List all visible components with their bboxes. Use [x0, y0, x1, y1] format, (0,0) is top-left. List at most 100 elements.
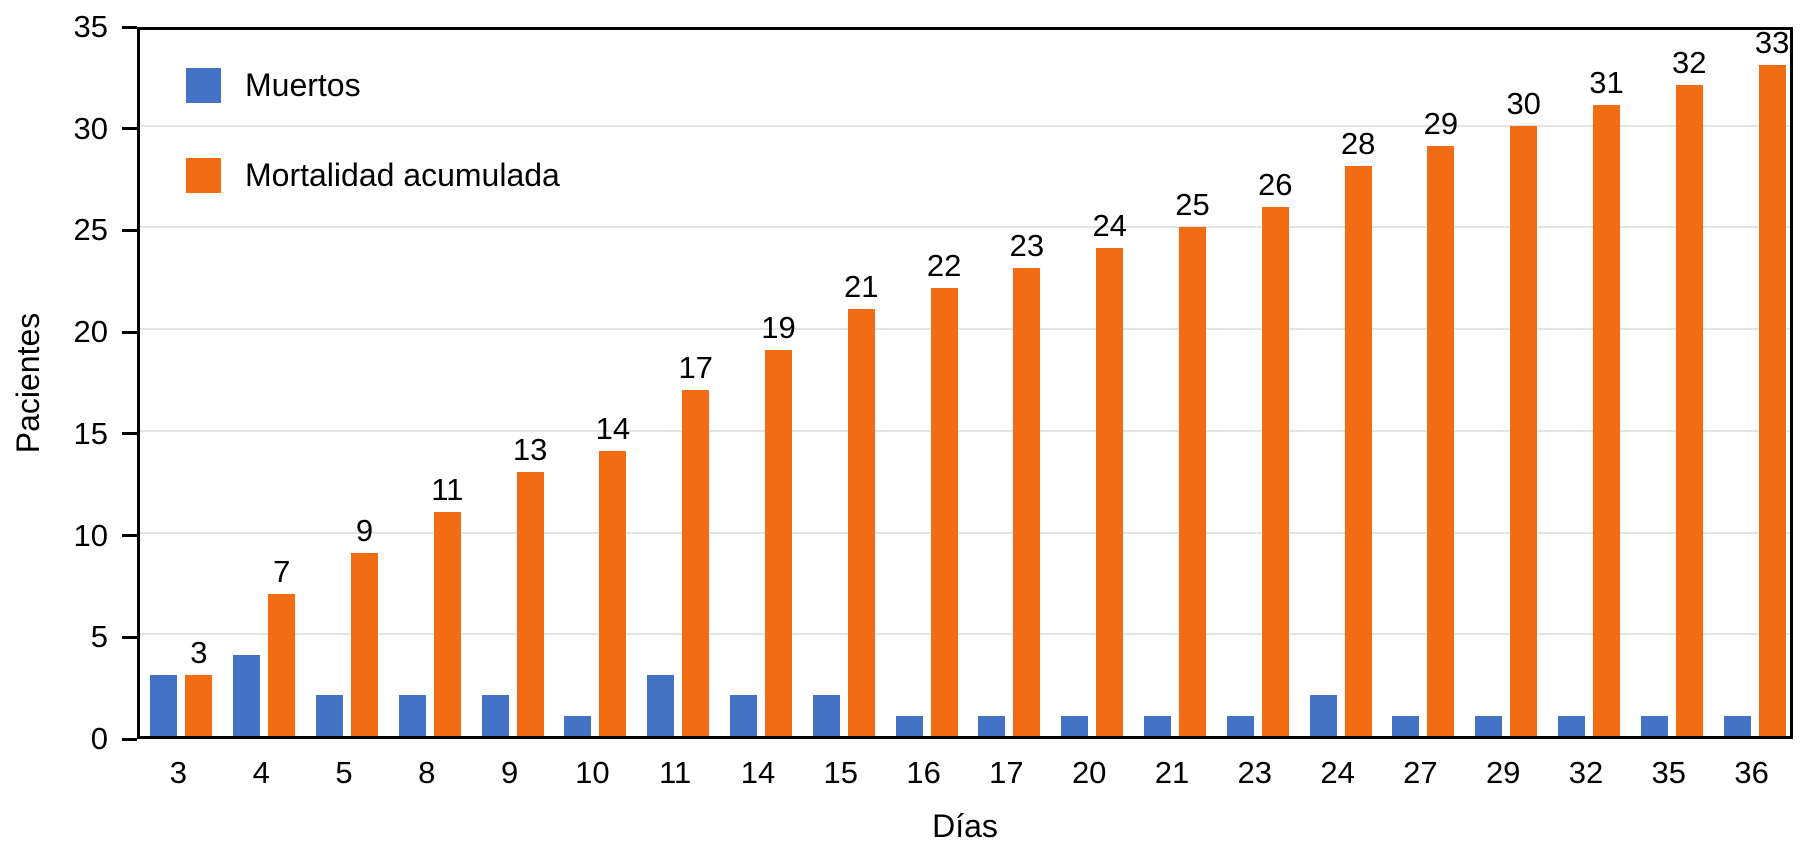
bar-acumulada-dia-27: [1427, 146, 1455, 736]
legend-label-muertos: Muertos: [245, 67, 361, 103]
x-tick-label-3: 3: [169, 755, 188, 790]
x-tick-label-10: 10: [575, 755, 610, 790]
bar-muertos-dia-32: [1558, 715, 1585, 736]
legend: Muertos Mortalidad acumulada: [186, 67, 560, 194]
bar-acumulada-dia-15: [847, 308, 875, 736]
bar-acumulada-dia-16: [930, 288, 958, 736]
bar-muertos-dia-15: [812, 695, 840, 736]
bar-value-label-dia-20: 24: [1092, 207, 1127, 243]
bar-muertos-dia-20: [1061, 715, 1089, 736]
bar-value-label-dia-29: 30: [1506, 85, 1541, 121]
gridline: [140, 226, 1790, 229]
x-tick-label-32: 32: [1568, 755, 1604, 790]
bar-value-label-dia-15: 21: [844, 268, 879, 304]
bar-value-label-dia-10: 14: [595, 411, 631, 447]
bar-value-label-dia-11: 17: [678, 350, 713, 386]
legend-item-mortalidad-acumulada: Mortalidad acumulada: [186, 157, 560, 194]
y-tick-label-0: 0: [90, 721, 108, 756]
bar-muertos-dia-10: [564, 715, 592, 736]
y-tick-mark: [122, 737, 137, 741]
bar-value-label-dia-8: 11: [431, 472, 464, 508]
legend-item-muertos: Muertos: [186, 67, 560, 104]
bar-value-label-dia-27: 29: [1423, 106, 1459, 142]
bar-value-label-dia-32: 31: [1589, 65, 1624, 101]
y-tick-label-10: 10: [73, 517, 108, 553]
bar-muertos-dia-17: [978, 715, 1006, 736]
x-tick-label-17: 17: [989, 755, 1024, 790]
bar-acumulada-dia-3: [185, 674, 213, 736]
bar-muertos-dia-4: [233, 654, 261, 736]
bar-muertos-dia-5: [316, 695, 343, 736]
bar-muertos-dia-16: [895, 715, 923, 736]
y-tick-label-30: 30: [73, 110, 108, 146]
x-tick-label-14: 14: [740, 755, 776, 790]
y-tick-label-15: 15: [73, 415, 108, 451]
bar-value-label-dia-3: 3: [190, 634, 208, 670]
y-tick-mark: [122, 127, 137, 131]
x-tick-label-24: 24: [1320, 755, 1355, 790]
bar-muertos-dia-8: [398, 695, 426, 736]
y-axis-title: Pacientes: [9, 312, 46, 454]
legend-swatch-muertos-icon: [186, 68, 221, 103]
bar-muertos-dia-29: [1475, 715, 1503, 736]
y-tick-label-25: 25: [73, 212, 108, 248]
x-tick-label-21: 21: [1154, 755, 1190, 790]
bar-acumulada-dia-29: [1510, 125, 1538, 736]
x-tick-label-8: 8: [418, 755, 436, 790]
bar-value-label-dia-14: 19: [761, 309, 796, 345]
bar-muertos-dia-21: [1144, 715, 1171, 736]
y-tick-label-20: 20: [73, 314, 108, 350]
x-tick-label-20: 20: [1071, 755, 1107, 790]
bar-acumulada-dia-23: [1261, 207, 1289, 736]
bar-muertos-dia-23: [1226, 715, 1254, 736]
x-tick-label-15: 15: [823, 755, 859, 790]
bar-acumulada-dia-9: [516, 471, 544, 736]
gridline: [140, 633, 1790, 636]
bar-muertos-dia-24: [1309, 695, 1337, 736]
bar-value-label-dia-16: 22: [926, 248, 962, 284]
y-tick-label-35: 35: [73, 9, 108, 44]
bar-acumulada-dia-24: [1344, 166, 1372, 736]
bar-muertos-dia-9: [481, 695, 509, 736]
bar-acumulada-dia-17: [1013, 268, 1041, 736]
bar-acumulada-dia-35: [1675, 85, 1703, 736]
bar-acumulada-dia-21: [1179, 227, 1206, 736]
bar-muertos-dia-27: [1392, 715, 1420, 736]
x-tick-label-4: 4: [252, 755, 270, 790]
x-tick-label-23: 23: [1237, 755, 1273, 790]
gridline: [140, 429, 1790, 432]
gridline: [140, 531, 1790, 534]
bar-acumulada-dia-14: [765, 349, 792, 736]
bar-value-label-dia-4: 7: [273, 553, 291, 589]
y-tick-mark: [122, 635, 137, 639]
bar-acumulada-dia-4: [268, 593, 296, 736]
bar-value-label-dia-17: 23: [1009, 228, 1045, 264]
bar-muertos-dia-3: [150, 674, 178, 736]
x-tick-label-35: 35: [1651, 755, 1687, 790]
x-tick-label-27: 27: [1403, 755, 1438, 790]
x-tick-label-16: 16: [906, 755, 941, 790]
bar-muertos-dia-36: [1723, 715, 1751, 736]
bar-acumulada-dia-32: [1593, 105, 1620, 736]
x-tick-label-36: 36: [1734, 755, 1769, 790]
x-axis-title: Días: [932, 808, 998, 844]
y-tick-label-5: 5: [90, 619, 108, 655]
legend-swatch-mortalidad-acumulada-icon: [186, 158, 221, 193]
bar-value-label-dia-35: 32: [1672, 45, 1707, 81]
x-tick-label-29: 29: [1485, 755, 1521, 790]
bar-acumulada-dia-5: [351, 552, 378, 736]
x-tick-label-11: 11: [659, 755, 692, 790]
gridline: [140, 328, 1790, 331]
y-tick-mark: [122, 534, 137, 538]
bar-value-label-dia-5: 9: [355, 512, 374, 548]
bar-value-label-dia-24: 28: [1340, 126, 1376, 162]
bar-value-label-dia-36: 33: [1754, 24, 1790, 60]
bar-value-label-dia-9: 13: [512, 431, 548, 467]
y-tick-mark: [122, 330, 137, 334]
x-tick-label-9: 9: [500, 755, 519, 790]
y-tick-mark: [122, 228, 137, 232]
gridline: [140, 124, 1790, 127]
bar-muertos-dia-35: [1640, 715, 1668, 736]
y-tick-mark: [122, 25, 137, 29]
